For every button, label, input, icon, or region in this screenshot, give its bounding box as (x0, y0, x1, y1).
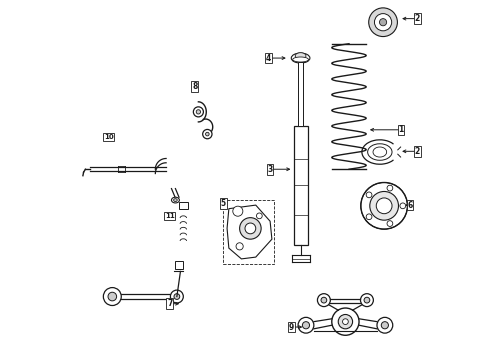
Circle shape (298, 318, 314, 333)
Bar (223, 200, 274, 264)
Circle shape (361, 294, 373, 307)
Circle shape (387, 185, 393, 191)
Circle shape (364, 297, 370, 303)
Circle shape (103, 288, 122, 306)
Circle shape (174, 294, 180, 300)
Circle shape (233, 206, 243, 216)
Circle shape (366, 192, 372, 198)
Text: 4: 4 (266, 54, 271, 63)
Circle shape (240, 218, 261, 239)
Text: 9: 9 (289, 323, 294, 332)
Text: 7: 7 (167, 299, 172, 308)
Polygon shape (227, 205, 272, 259)
Bar (175, 261, 183, 269)
Circle shape (245, 223, 256, 234)
Circle shape (196, 110, 200, 114)
Ellipse shape (295, 53, 306, 59)
Circle shape (194, 107, 203, 117)
Circle shape (302, 321, 310, 329)
Ellipse shape (173, 199, 177, 202)
Text: 6: 6 (407, 201, 413, 210)
Circle shape (108, 292, 117, 301)
Ellipse shape (291, 53, 310, 63)
Circle shape (370, 192, 398, 220)
Text: 3: 3 (268, 165, 273, 174)
Ellipse shape (172, 197, 179, 203)
Circle shape (361, 183, 408, 229)
Circle shape (366, 214, 372, 220)
Ellipse shape (293, 57, 309, 62)
Circle shape (381, 321, 389, 329)
Circle shape (205, 132, 209, 136)
Text: 11: 11 (165, 213, 174, 219)
Circle shape (379, 19, 387, 26)
Circle shape (236, 243, 243, 250)
Text: 2: 2 (415, 14, 420, 23)
Text: 5: 5 (221, 199, 226, 208)
Text: 2: 2 (415, 147, 420, 156)
Circle shape (318, 294, 330, 307)
Circle shape (368, 8, 397, 37)
Circle shape (338, 315, 353, 329)
Circle shape (387, 221, 393, 226)
Circle shape (400, 203, 406, 209)
Circle shape (203, 130, 212, 139)
Circle shape (377, 318, 393, 333)
Circle shape (343, 319, 348, 324)
Circle shape (374, 14, 392, 31)
Text: 8: 8 (192, 82, 197, 91)
Circle shape (171, 290, 183, 303)
Circle shape (332, 308, 359, 335)
Text: 1: 1 (398, 125, 404, 134)
Bar (298, 62, 303, 126)
Circle shape (321, 297, 327, 303)
Circle shape (256, 213, 262, 219)
Bar (179, 202, 188, 209)
Text: 10: 10 (104, 134, 114, 140)
Bar (294, 126, 308, 244)
Circle shape (376, 198, 392, 214)
